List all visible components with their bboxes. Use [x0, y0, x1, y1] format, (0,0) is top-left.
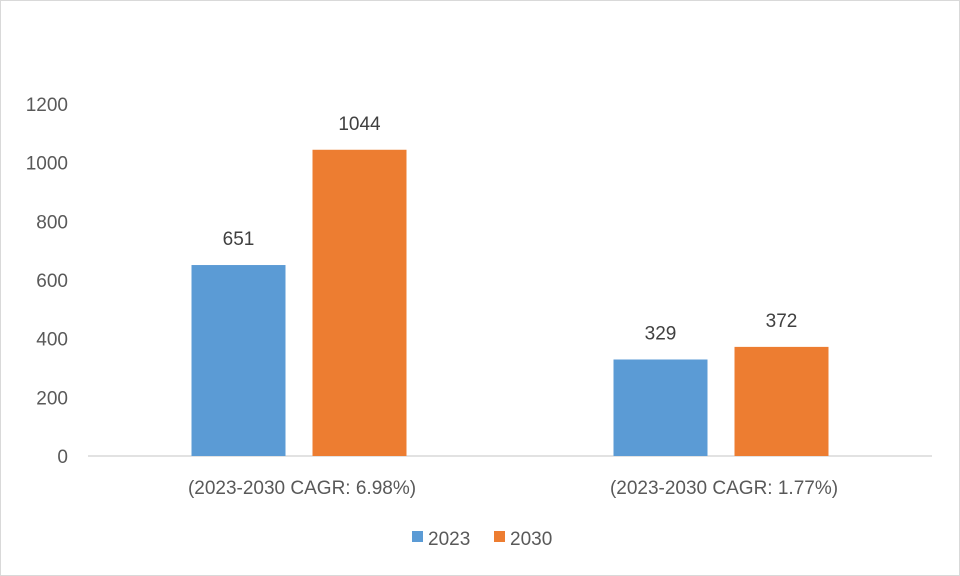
bars — [191, 149, 829, 456]
y-tick-label: 800 — [36, 212, 68, 233]
data-label-2030-1: 1044 — [338, 114, 381, 135]
y-tick-label: 200 — [36, 388, 68, 409]
y-tick-label: 0 — [57, 447, 68, 468]
legend: 2023 2030 — [412, 529, 552, 550]
data-label-2030-2: 372 — [766, 311, 798, 332]
legend-label-2030: 2030 — [510, 529, 552, 550]
category-label-2: (2023-2030 CAGR: 1.77%) — [610, 478, 838, 499]
bar-2023-2 — [613, 359, 708, 456]
bar-2023-1 — [191, 265, 286, 456]
data-label-2023-1: 651 — [223, 229, 255, 250]
y-tick-label: 1000 — [26, 154, 68, 175]
bar-2030-1 — [312, 149, 407, 456]
bar-2030-2 — [734, 346, 829, 456]
legend-label-2023: 2023 — [428, 529, 470, 550]
y-tick-label: 600 — [36, 271, 68, 292]
legend-swatch-2023 — [412, 531, 423, 542]
y-tick-label: 1200 — [26, 95, 68, 116]
y-tick-label: 400 — [36, 330, 68, 351]
category-label-1: (2023-2030 CAGR: 6.98%) — [188, 478, 416, 499]
category-labels: (2023-2030 CAGR: 6.98%) (2023-2030 CAGR: … — [188, 478, 838, 499]
y-axis-ticks: 0 200 400 600 800 1000 1200 — [26, 95, 68, 468]
data-labels: 651 1044 329 372 — [223, 114, 798, 345]
legend-swatch-2030 — [494, 531, 505, 542]
data-label-2023-2: 329 — [645, 323, 677, 344]
